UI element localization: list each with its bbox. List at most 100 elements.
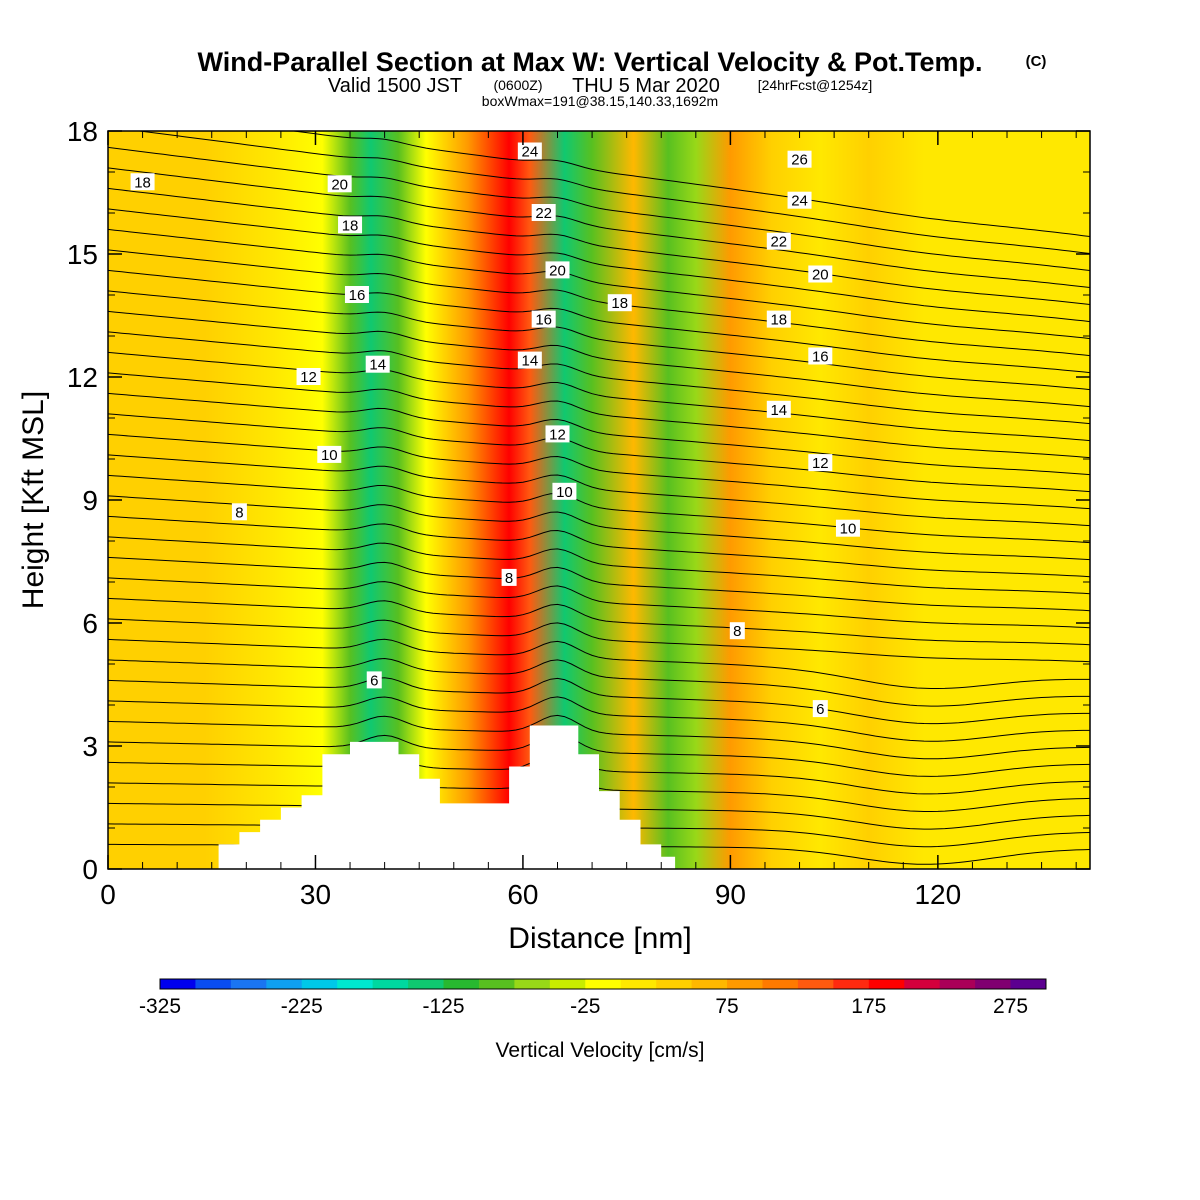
theta-isoline: [108, 474, 1090, 544]
contour-label-bg: [517, 142, 542, 160]
theta-isoline: [108, 657, 1090, 707]
y-tick-label: 18: [67, 116, 98, 147]
theta-isoline: [108, 372, 1090, 459]
contour-label-bg: [545, 425, 570, 443]
y-tick-label: 9: [82, 485, 98, 516]
x-axis-label: Distance [nm]: [508, 922, 691, 955]
colorbar: [159, 978, 1047, 990]
colorbar-swatch: [656, 979, 693, 989]
valid-time: Valid 1500 JST: [328, 75, 462, 97]
contour-label: 6: [816, 701, 824, 718]
contour-label: 18: [134, 174, 151, 191]
colorbar-swatch: [904, 979, 941, 989]
contour-label-bg: [531, 310, 556, 328]
colorbar-swatch: [1010, 979, 1047, 989]
x-tick-label: 90: [715, 879, 746, 910]
contour-label: 20: [331, 176, 348, 193]
theta-isoline: [108, 556, 1090, 612]
contour-label: 26: [791, 152, 808, 169]
y-axis-label: Height [Kft MSL]: [17, 391, 50, 609]
theta-isoline: [108, 331, 1090, 425]
colorbar-swatch: [868, 979, 905, 989]
theta-isoline: [108, 638, 1090, 689]
contour-label-bg: [545, 261, 570, 279]
contour-label-bg: [808, 347, 833, 365]
contour-label-bg: [808, 265, 833, 283]
theta-contour-labels: 18 20 18 16 14 12 10 8 6 24 22 20 16 14 12 10 8 18 26 24 22 2…: [130, 142, 860, 718]
contour-label: 16: [535, 312, 552, 329]
contour-label-bg: [552, 482, 577, 500]
colorbar-tick-label: -125: [423, 995, 465, 1018]
x-tick-label: 30: [300, 879, 331, 910]
colorbar-swatch: [727, 979, 763, 989]
colorbar-tick-label: -325: [139, 995, 181, 1018]
theta-isoline: [108, 495, 1090, 561]
contour-label-bg: [344, 286, 369, 303]
colorbar-swatch: [372, 979, 409, 989]
colorbar-swatch: [195, 979, 232, 989]
colorbar-frame: [159, 978, 1047, 990]
theta-isoline: [108, 228, 1090, 340]
theta-isoline: [108, 392, 1090, 476]
box-info: boxWmax=191@38.15,140.33,1692m: [482, 93, 718, 109]
contour-label-bg: [338, 216, 363, 234]
y-tick-label: 0: [82, 854, 98, 885]
theta-isoline: [108, 290, 1090, 391]
contour-label: 16: [349, 287, 366, 304]
contour-label: 12: [300, 369, 317, 386]
colorbar-swatch: [939, 979, 976, 989]
theta-isoline: [108, 310, 1090, 408]
axis-ticks: [107, 130, 1090, 870]
theta-isoline: [108, 577, 1090, 629]
colorbar-swatch: [620, 979, 657, 989]
x-tick-label: 60: [507, 879, 538, 910]
theta-isoline: [108, 351, 1090, 442]
theta-isoline: [108, 515, 1090, 578]
contour-label-bg: [766, 232, 791, 250]
colorbar-swatch: [478, 979, 515, 989]
colorbar-swatch: [585, 979, 622, 989]
colorbar-tick-labels: -325 -225 -125 -25 75 175 275: [139, 995, 1028, 1018]
contour-label-bg: [808, 454, 833, 472]
theta-isoline: [108, 454, 1090, 527]
contour-label: 24: [522, 144, 539, 161]
colorbar-tick-label: 175: [851, 995, 886, 1018]
theta-isoline: [108, 677, 1090, 725]
contour-label: 18: [342, 217, 359, 234]
plot-area: 18 20 18 16 14 12 10 8 6 24 22 20 16 14 12 10 8 18 26 24 22 2…: [108, 131, 1090, 869]
colorbar-swatch: [266, 979, 303, 989]
colorbar-tick-label: 275: [993, 995, 1028, 1018]
contour-label: 22: [770, 234, 787, 251]
contour-label: 6: [370, 672, 378, 689]
colorbar-swatch: [160, 979, 196, 989]
contour-label-bg: [812, 700, 828, 718]
theta-isoline: [108, 433, 1090, 510]
theta-isoline: [108, 146, 1090, 271]
contour-label-bg: [607, 294, 632, 312]
contour-label: 8: [733, 623, 741, 640]
colorbar-swatch: [691, 979, 728, 989]
contour-label-bg: [787, 150, 812, 168]
contour-label: 10: [556, 484, 573, 501]
theta-isoline: [108, 733, 1090, 777]
valid-date: THU 5 Mar 2020: [572, 75, 720, 97]
theta-isoline: [135, 131, 1090, 254]
y-tick-label: 12: [67, 362, 98, 393]
theta-isoline: [108, 249, 1090, 357]
contour-label: 20: [812, 267, 829, 284]
terrain-mask: [218, 725, 676, 869]
colorbar-tick-label: -25: [570, 995, 600, 1018]
theta-isoline: [108, 714, 1090, 760]
theta-isoline: [108, 187, 1090, 305]
contour-label-bg: [366, 671, 382, 689]
contour-label-bg: [317, 445, 342, 463]
contour-label-bg: [327, 175, 352, 193]
contour-label: 10: [840, 521, 857, 538]
axis-tick-labels: 0 30 60 90 120 0 3 6 9 12 15 18: [67, 116, 961, 910]
contour-label-bg: [787, 191, 812, 209]
colorbar-swatch: [230, 979, 267, 989]
contour-label: 22: [535, 205, 552, 222]
theta-isoline: [108, 167, 1090, 288]
colorbar-swatch: [762, 979, 799, 989]
